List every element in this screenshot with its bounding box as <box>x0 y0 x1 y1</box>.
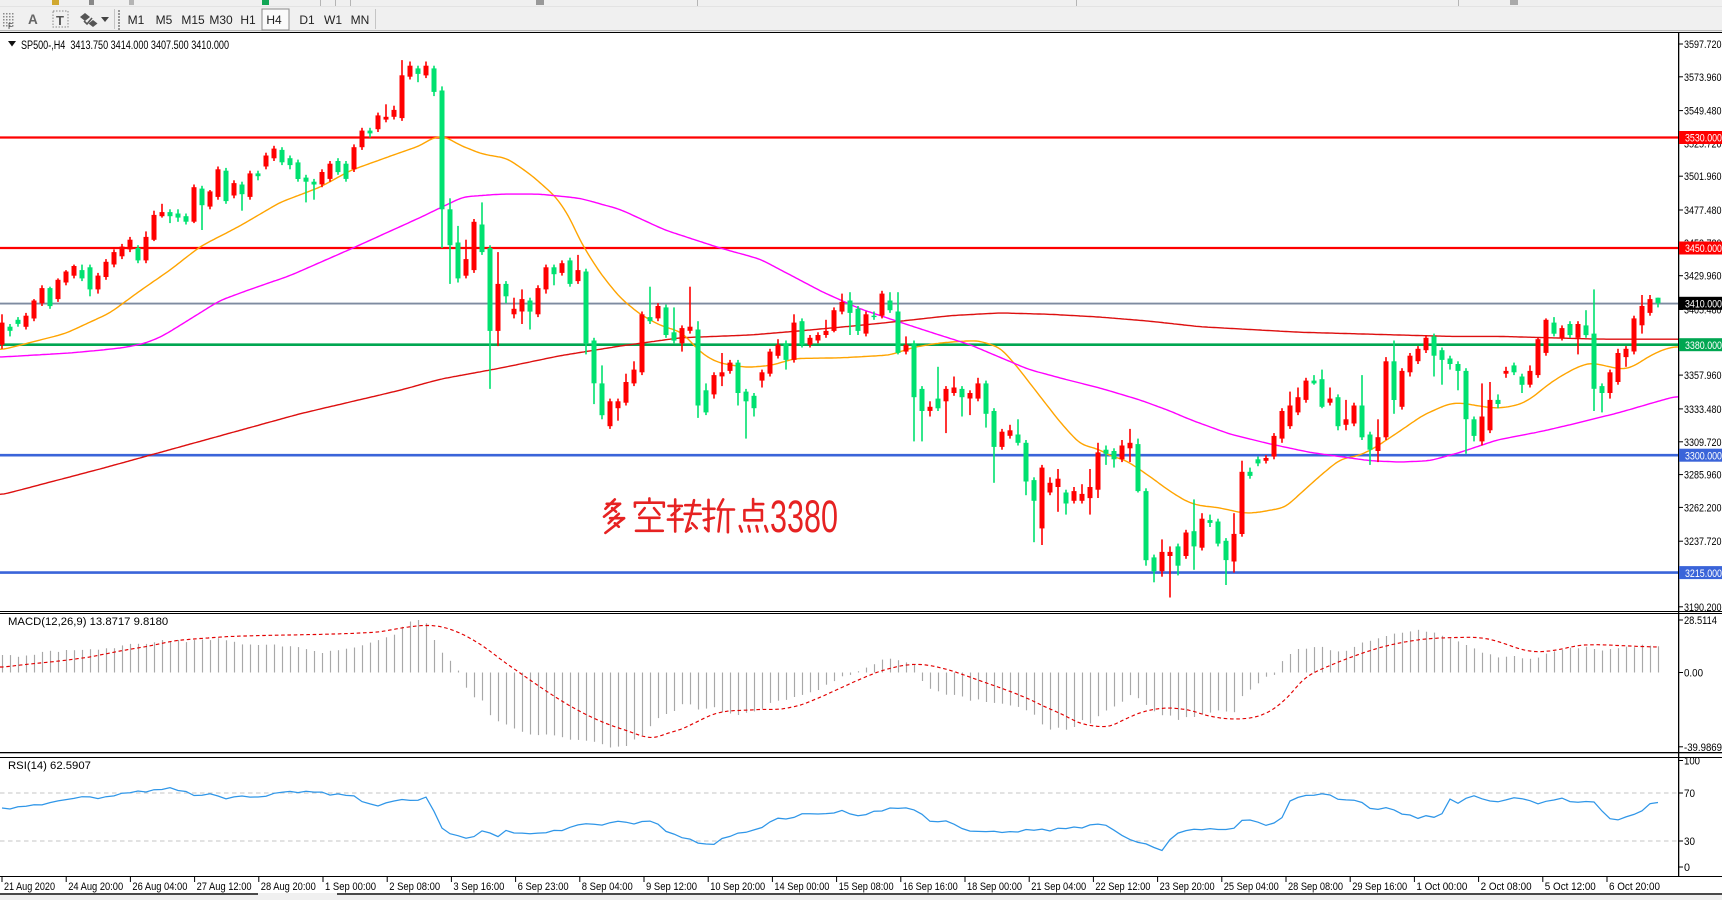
svg-text:A: A <box>28 12 38 27</box>
svg-text:3429.960: 3429.960 <box>1684 271 1722 283</box>
svg-text:30: 30 <box>1684 836 1695 848</box>
svg-text:-39.9869: -39.9869 <box>1684 742 1722 754</box>
svg-text:70: 70 <box>1684 788 1695 800</box>
svg-text:8 Sep 04:00: 8 Sep 04:00 <box>582 881 633 893</box>
svg-text:28.5114: 28.5114 <box>1684 615 1717 627</box>
svg-text:M15: M15 <box>181 13 205 27</box>
svg-text:28 Aug 20:00: 28 Aug 20:00 <box>261 881 316 893</box>
svg-text:SP500-,H4 3413.750 3414.000 3: SP500-,H4 3413.750 3414.000 3407.500 341… <box>21 40 229 52</box>
svg-text:25 Sep 04:00: 25 Sep 04:00 <box>1224 881 1279 893</box>
svg-text:3380.000: 3380.000 <box>1685 340 1722 352</box>
svg-text:3309.720: 3309.720 <box>1684 437 1722 449</box>
svg-text:1 Oct 00:00: 1 Oct 00:00 <box>1416 881 1467 893</box>
svg-text:3215.000: 3215.000 <box>1685 568 1722 580</box>
svg-text:3450.000: 3450.000 <box>1685 243 1722 255</box>
svg-text:3597.720: 3597.720 <box>1684 39 1722 51</box>
svg-text:3300.000: 3300.000 <box>1685 450 1722 462</box>
svg-text:3573.960: 3573.960 <box>1684 72 1722 84</box>
svg-text:3501.960: 3501.960 <box>1684 171 1722 183</box>
svg-text:3237.720: 3237.720 <box>1684 536 1722 548</box>
svg-text:3530.000: 3530.000 <box>1685 133 1722 145</box>
svg-text:21 Sep 04:00: 21 Sep 04:00 <box>1031 881 1086 893</box>
svg-text:1 Sep 00:00: 1 Sep 00:00 <box>325 881 376 893</box>
svg-text:RSI(14) 62.5907: RSI(14) 62.5907 <box>8 760 91 772</box>
svg-text:H1: H1 <box>240 13 256 27</box>
svg-text:0.00: 0.00 <box>1684 668 1703 680</box>
svg-text:24 Aug 20:00: 24 Aug 20:00 <box>68 881 123 893</box>
svg-text:9 Sep 12:00: 9 Sep 12:00 <box>646 881 697 893</box>
svg-text:3549.480: 3549.480 <box>1684 106 1722 118</box>
svg-text:3262.200: 3262.200 <box>1684 502 1722 514</box>
svg-text:M1: M1 <box>128 13 145 27</box>
svg-text:H4: H4 <box>266 13 282 27</box>
svg-text:3410.000: 3410.000 <box>1685 298 1722 310</box>
svg-text:29 Sep 16:00: 29 Sep 16:00 <box>1352 881 1407 893</box>
svg-text:16 Sep 16:00: 16 Sep 16:00 <box>903 881 958 893</box>
svg-text:3 Sep 16:00: 3 Sep 16:00 <box>453 881 504 893</box>
svg-text:22 Sep 12:00: 22 Sep 12:00 <box>1095 881 1150 893</box>
svg-text:D1: D1 <box>299 13 315 27</box>
svg-text:10 Sep 20:00: 10 Sep 20:00 <box>710 881 765 893</box>
svg-text:100: 100 <box>1684 756 1700 768</box>
svg-text:28 Sep 08:00: 28 Sep 08:00 <box>1288 881 1343 893</box>
svg-text:T: T <box>56 13 64 28</box>
svg-text:3380: 3380 <box>770 491 838 542</box>
svg-text:26 Aug 04:00: 26 Aug 04:00 <box>132 881 187 893</box>
svg-text:6 Oct 20:00: 6 Oct 20:00 <box>1609 881 1660 893</box>
svg-text:3477.480: 3477.480 <box>1684 205 1722 217</box>
svg-text:3285.960: 3285.960 <box>1684 470 1722 482</box>
svg-text:27 Aug 12:00: 27 Aug 12:00 <box>197 881 252 893</box>
svg-text:W1: W1 <box>324 13 342 27</box>
svg-text:MN: MN <box>351 13 370 27</box>
svg-text:21 Aug 2020: 21 Aug 2020 <box>4 881 55 893</box>
svg-text:14 Sep 00:00: 14 Sep 00:00 <box>774 881 829 893</box>
svg-text:6 Sep 23:00: 6 Sep 23:00 <box>518 881 569 893</box>
svg-text:M30: M30 <box>209 13 233 27</box>
svg-text:2 Oct 08:00: 2 Oct 08:00 <box>1481 881 1532 893</box>
svg-text:MACD(12,26,9) 13.8717 9.8180: MACD(12,26,9) 13.8717 9.8180 <box>8 616 168 628</box>
svg-text:2 Sep 08:00: 2 Sep 08:00 <box>389 881 440 893</box>
svg-text:3333.480: 3333.480 <box>1684 404 1722 416</box>
svg-text:23 Sep 20:00: 23 Sep 20:00 <box>1160 881 1215 893</box>
svg-text:3190.200: 3190.200 <box>1684 602 1722 614</box>
svg-text:18 Sep 00:00: 18 Sep 00:00 <box>967 881 1022 893</box>
svg-text:F: F <box>8 22 13 31</box>
svg-text:3357.960: 3357.960 <box>1684 370 1722 382</box>
svg-text:5 Oct 12:00: 5 Oct 12:00 <box>1545 881 1596 893</box>
svg-text:M5: M5 <box>156 13 173 27</box>
svg-text:0: 0 <box>1684 862 1690 874</box>
svg-text:15 Sep 08:00: 15 Sep 08:00 <box>839 881 894 893</box>
